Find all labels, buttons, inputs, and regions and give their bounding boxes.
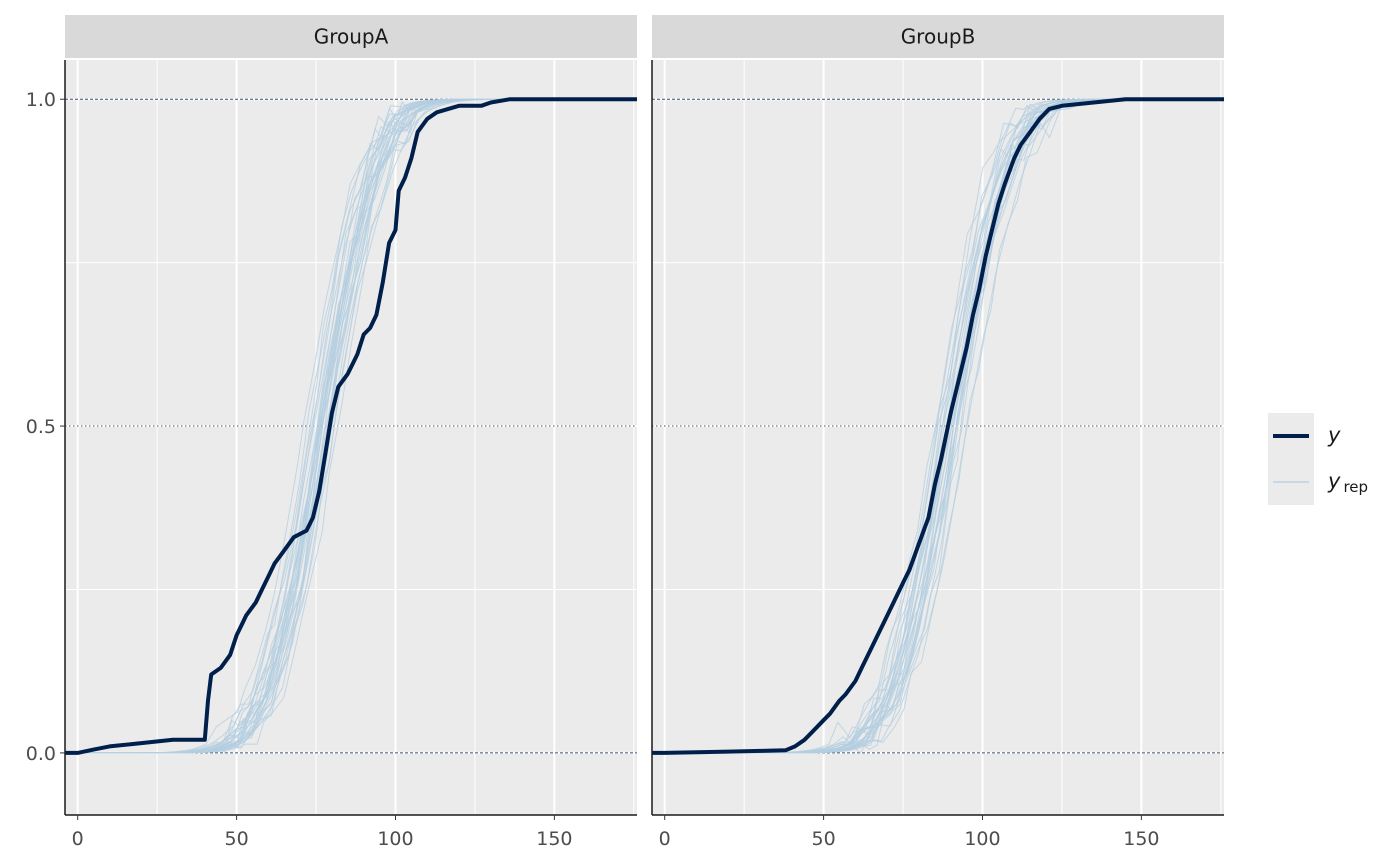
y-tick-label: 0.5	[26, 416, 56, 438]
legend-label-yrep: y rep	[1327, 469, 1368, 496]
legend-key-background	[1268, 413, 1314, 505]
panel-background	[65, 60, 637, 815]
x-tick-label: 0	[659, 828, 671, 850]
x-tick-label: 50	[225, 828, 249, 850]
legend: y y rep	[1268, 413, 1368, 505]
y-series-line	[652, 97, 1224, 755]
panel-strip-label: GroupA	[314, 25, 389, 49]
panel-strip	[65, 15, 637, 58]
y-series-line	[65, 97, 637, 755]
y-tick-label: 0.0	[26, 743, 56, 765]
panel-strip	[652, 15, 1224, 58]
x-tick-label: 150	[536, 828, 572, 850]
x-tick-label: 150	[1123, 828, 1159, 850]
panel-groupb: GroupB 0 50 100 150	[651, 15, 1224, 850]
panel-groupa: GroupA 0 50 100 150 0.0 0.5 1.0	[26, 15, 637, 850]
x-tick-label: 100	[377, 828, 413, 850]
x-tick-label: 50	[812, 828, 836, 850]
legend-label-subscript: rep	[1343, 478, 1368, 496]
yrep-series	[65, 98, 637, 755]
y-tick-label: 1.0	[26, 89, 56, 111]
legend-label-y: y	[1327, 423, 1341, 447]
x-tick-label: 100	[964, 828, 1000, 850]
panel-strip-label: GroupB	[901, 25, 976, 49]
x-tick-label: 0	[72, 828, 84, 850]
